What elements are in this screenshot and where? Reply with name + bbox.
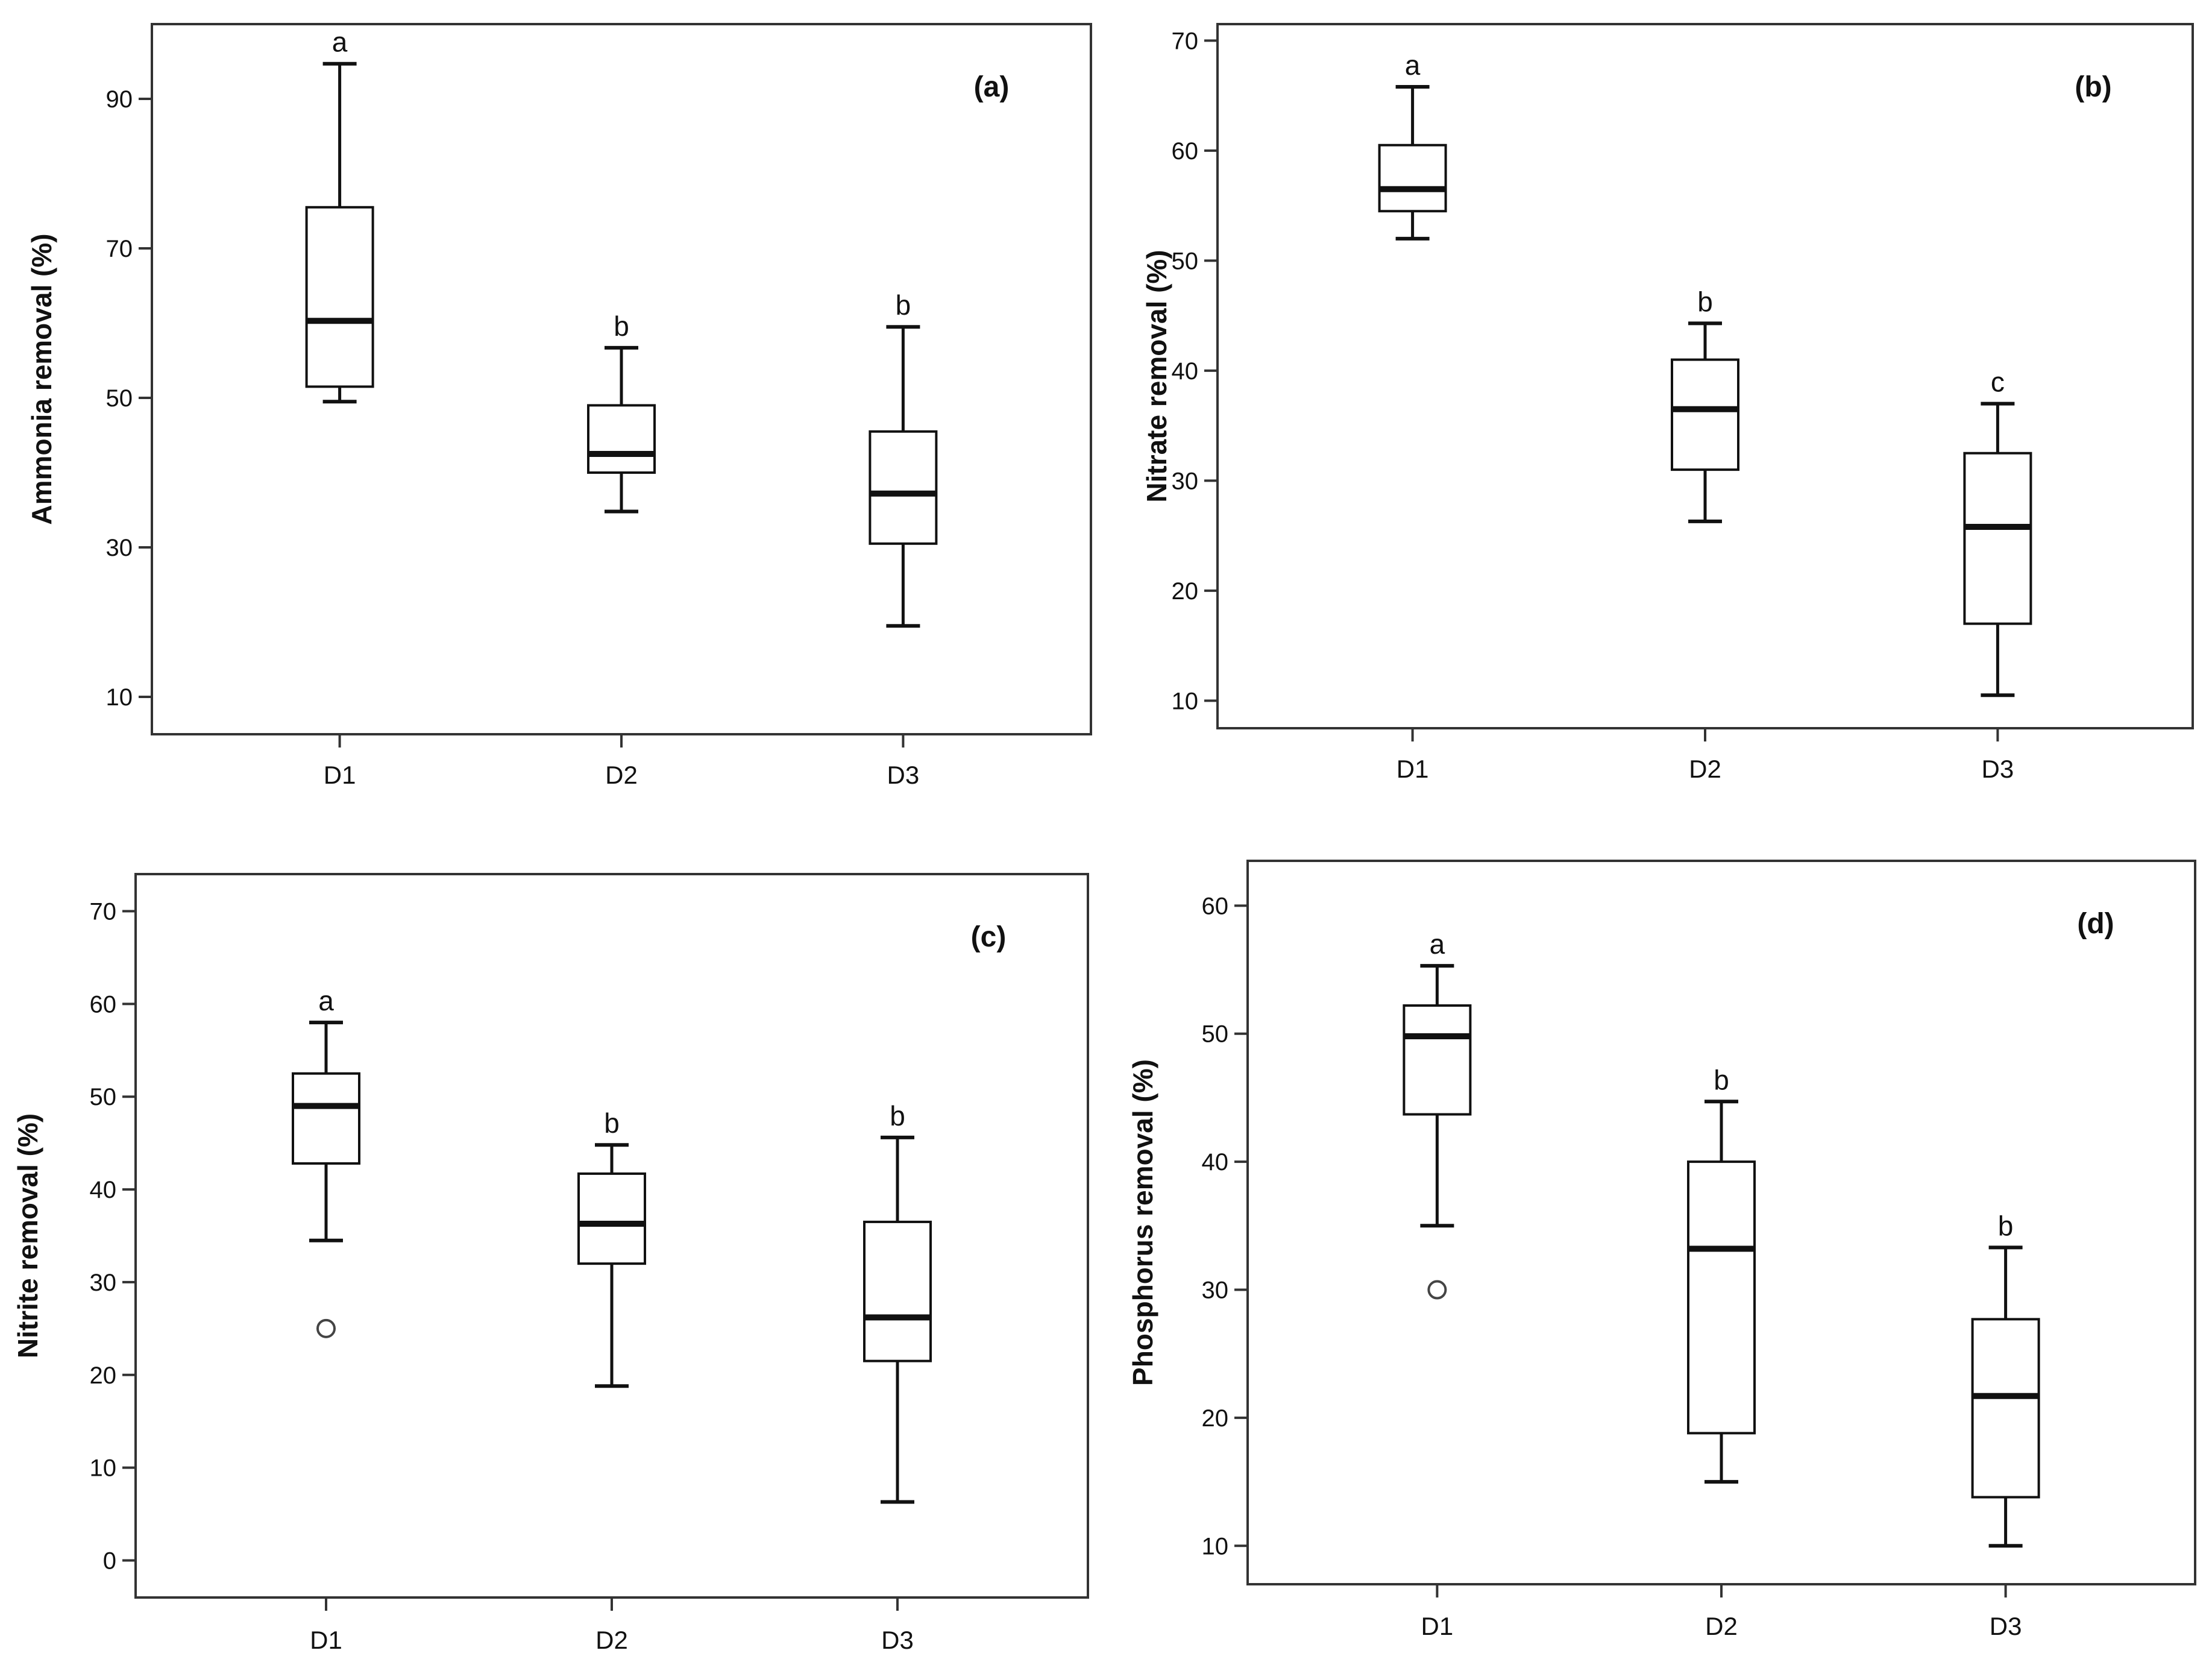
outlier-point	[1427, 1280, 1447, 1300]
box-iqr	[1687, 1160, 1756, 1435]
y-tick-label: 60	[1202, 893, 1229, 919]
y-tick-label: 20	[1172, 578, 1199, 605]
x-category-label: D2	[595, 1626, 628, 1654]
x-category-label: D1	[1397, 755, 1429, 783]
significance-letter: b	[1697, 286, 1713, 317]
y-tick-label: 50	[1172, 248, 1199, 274]
y-tick-label: 10	[1202, 1533, 1229, 1560]
box-iqr	[1671, 358, 1739, 471]
box-iqr	[869, 430, 938, 545]
y-tick-label: 60	[90, 991, 117, 1018]
y-tick-label: 60	[1172, 138, 1199, 165]
significance-letter: a	[1430, 928, 1445, 960]
x-category-label: D3	[887, 761, 920, 789]
x-category-label: D2	[1689, 755, 1721, 783]
y-tick-label: 40	[1172, 358, 1199, 385]
y-tick-label: 10	[90, 1455, 117, 1482]
outlier-point	[316, 1318, 336, 1338]
x-category-label: D3	[1990, 1612, 2022, 1640]
y-axis-title: Ammonia removal (%)	[26, 233, 57, 524]
y-tick-label: 0	[103, 1547, 116, 1574]
y-tick-label: 70	[90, 899, 117, 925]
panel-label: (c)	[971, 921, 1007, 953]
significance-letter: b	[604, 1107, 620, 1139]
x-category-label: D2	[605, 761, 638, 789]
y-tick-label: 40	[90, 1177, 117, 1203]
y-axis-title: Phosphorus removal (%)	[1127, 1059, 1158, 1386]
significance-letter: b	[614, 310, 629, 342]
y-tick-label: 50	[1202, 1021, 1229, 1048]
panel-label: (a)	[974, 71, 1010, 103]
box-iqr	[1971, 1318, 2040, 1499]
y-tick-label: 50	[90, 1084, 117, 1110]
panel-label: (b)	[2075, 71, 2111, 103]
significance-letter: a	[318, 985, 334, 1016]
y-axis-title: Nitrate removal (%)	[1141, 250, 1172, 502]
box-iqr	[577, 1172, 646, 1265]
y-tick-label: 10	[1172, 688, 1199, 714]
y-tick-label: 20	[1202, 1405, 1229, 1432]
significance-letter: b	[1714, 1064, 1729, 1095]
x-category-label: D3	[1982, 755, 2014, 783]
y-tick-label: 30	[1172, 468, 1199, 494]
y-tick-label: 90	[106, 86, 133, 113]
box-iqr	[1378, 143, 1447, 213]
y-tick-label: 30	[106, 535, 133, 561]
y-tick-label: 10	[106, 684, 133, 711]
x-category-label: D1	[1421, 1612, 1454, 1640]
x-category-label: D1	[324, 761, 356, 789]
significance-letter: a	[332, 27, 348, 58]
significance-letter: b	[890, 1100, 905, 1132]
y-tick-label: 40	[1202, 1149, 1229, 1176]
y-tick-label: 70	[1172, 28, 1199, 54]
panel-label: (d)	[2077, 908, 2114, 940]
box-iqr	[587, 404, 656, 474]
y-tick-label: 30	[1202, 1277, 1229, 1304]
x-category-label: D3	[881, 1626, 914, 1654]
significance-letter: b	[896, 289, 911, 321]
box-iqr	[863, 1220, 932, 1362]
y-tick-label: 20	[90, 1362, 117, 1389]
y-tick-label: 70	[106, 236, 133, 262]
significance-letter: b	[1998, 1210, 2014, 1241]
box-iqr	[292, 1072, 360, 1165]
y-tick-label: 50	[106, 385, 133, 412]
x-category-label: D2	[1705, 1612, 1738, 1640]
box-iqr	[1963, 452, 2032, 625]
significance-letter: a	[1405, 49, 1421, 81]
box-iqr	[305, 206, 374, 388]
box-iqr	[1403, 1004, 1472, 1116]
y-tick-label: 30	[90, 1270, 117, 1296]
significance-letter: c	[1991, 367, 2005, 398]
x-category-label: D1	[310, 1626, 342, 1654]
y-axis-title: Nitrite removal (%)	[12, 1113, 43, 1358]
